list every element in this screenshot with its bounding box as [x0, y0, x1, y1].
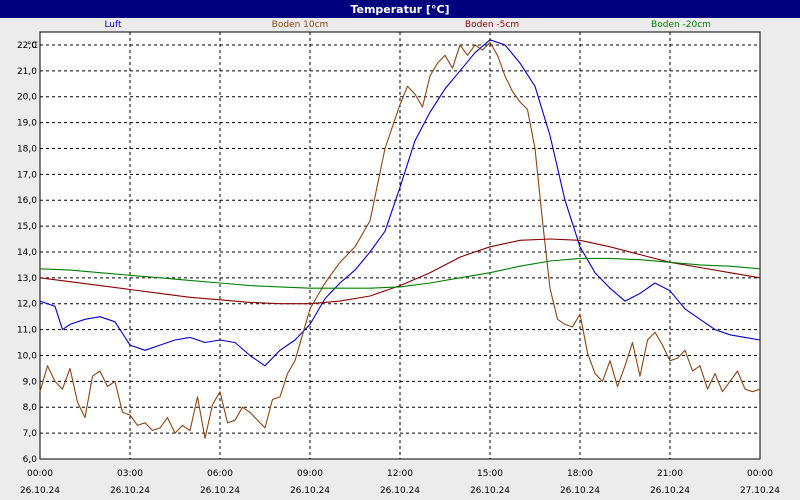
legend: Luft Boden 10cm Boden -5cm Boden -20cm: [104, 20, 711, 30]
y-tick-label: 13,0: [17, 274, 37, 284]
y-axis-tick-labels: 6,0 7,0 8,0 9,0 10,0 11,0 12,0 13,0 14,0 15,0 16,0…: [17, 41, 37, 465]
x-tick-date-label: 26.10.24: [650, 486, 690, 496]
x-tick-date-label: 26.10.24: [20, 486, 60, 496]
x-tick-date-label: 26.10.24: [470, 486, 510, 496]
x-tick-time-label: 12:00: [387, 469, 413, 479]
y-tick-label: 12,0: [17, 300, 37, 310]
x-tick-date-label: 26.10.24: [290, 486, 330, 496]
y-tick-label: 19,0: [17, 119, 37, 129]
y-tick-label: 22,0: [17, 41, 37, 51]
series-line-1: [39, 39, 761, 367]
y-tick-label: 10,0: [17, 351, 37, 361]
series-line-2: [39, 41, 761, 439]
y-tick-label: 20,0: [17, 93, 37, 103]
series-line-4: [39, 257, 761, 289]
y-tick-label: 7,0: [23, 429, 38, 439]
x-tick-time-label: 21:00: [657, 469, 683, 479]
x-tick-time-label: 15:00: [477, 469, 503, 479]
y-tick-label: 9,0: [23, 377, 38, 387]
x-tick-date-label: 27.10.24: [740, 486, 780, 496]
x-tick-time-label: 18:00: [567, 469, 593, 479]
x-tick-time-label: 00:00: [27, 469, 53, 479]
series-line-3: [39, 238, 761, 305]
y-axis-unit: °C: [27, 41, 38, 51]
x-axis-tick-labels: 00:00 26.10.24 03:00 26.10.24 06:00 26.10.24 0…: [20, 469, 780, 496]
window-title-bar: Temperatur [°C]: [0, 0, 800, 18]
legend-entry-2: Boden 10cm: [272, 20, 329, 30]
x-tick-time-label: 00:00: [747, 469, 773, 479]
x-tick-date-label: 26.10.24: [560, 486, 600, 496]
temperature-line-chart: °C 6,0 7,0 8,0 9,0 10,0 11,0 12,0 13,0 14,0 15,0 1…: [17, 20, 780, 496]
y-tick-label: 6,0: [23, 455, 38, 465]
y-tick-label: 17,0: [17, 170, 37, 180]
grid-lines: [40, 32, 760, 460]
window-title: Temperatur [°C]: [350, 2, 450, 16]
y-tick-label: 16,0: [17, 196, 37, 206]
y-tick-label: 11,0: [17, 326, 37, 336]
x-tick-time-label: 09:00: [297, 469, 323, 479]
y-tick-label: 8,0: [23, 403, 38, 413]
x-tick-date-label: 26.10.24: [380, 486, 420, 496]
y-tick-label: 15,0: [17, 222, 37, 232]
y-tick-label: 21,0: [17, 67, 37, 77]
legend-entry-3: Boden -5cm: [465, 20, 519, 30]
legend-entry-1: Luft: [104, 20, 122, 30]
legend-entry-4: Boden -20cm: [651, 20, 711, 30]
y-tick-label: 18,0: [17, 144, 37, 154]
x-tick-date-label: 26.10.24: [200, 486, 240, 496]
x-tick-date-label: 26.10.24: [110, 486, 150, 496]
x-tick-time-label: 06:00: [207, 469, 233, 479]
y-tick-label: 14,0: [17, 248, 37, 258]
x-tick-time-label: 03:00: [117, 469, 143, 479]
series-lines: [39, 39, 761, 439]
